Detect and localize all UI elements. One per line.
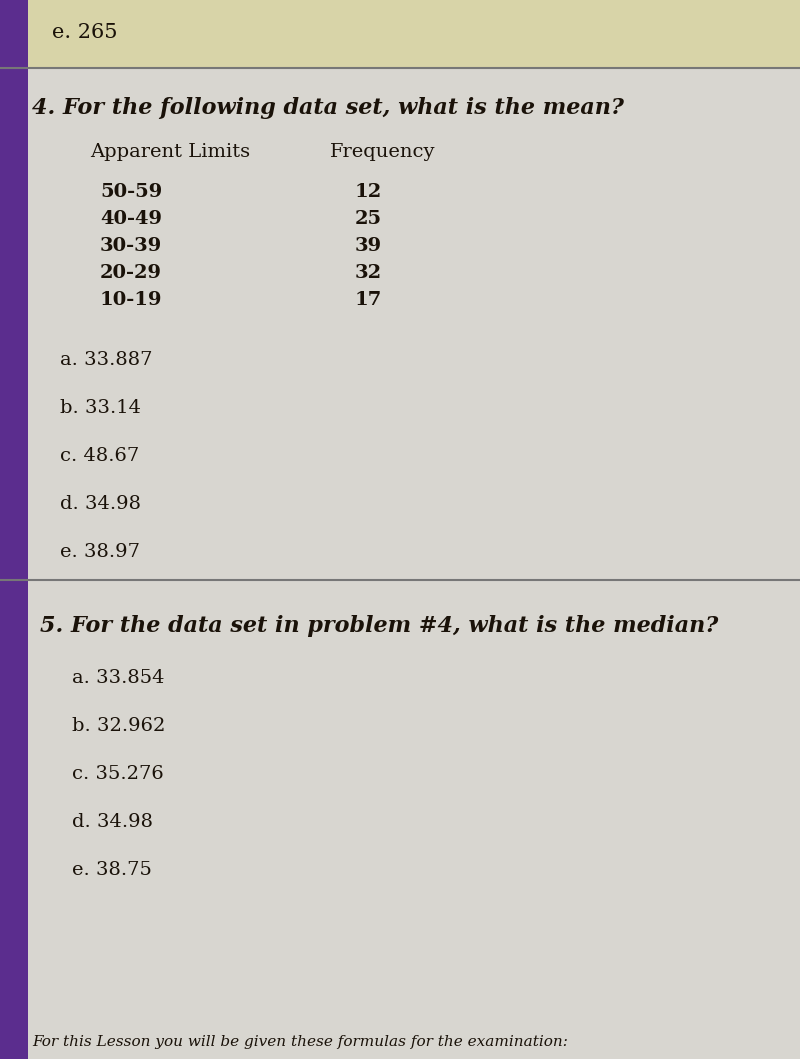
Text: d. 34.98: d. 34.98 [60,495,141,513]
Text: 4. For the following data set, what is the mean?: 4. For the following data set, what is t… [32,97,624,119]
Text: 5. For the data set in problem #4, what is the median?: 5. For the data set in problem #4, what … [40,615,718,638]
Text: 20-29: 20-29 [100,264,162,282]
Text: For this Lesson you will be given these formulas for the examination:: For this Lesson you will be given these … [32,1035,568,1049]
Bar [0,0,28,1059]
Text: a. 33.854: a. 33.854 [72,669,165,687]
Text: Frequency: Frequency [330,143,435,161]
Text: 10-19: 10-19 [100,291,162,309]
Text: e. 38.97: e. 38.97 [60,543,140,561]
Text: a. 33.887: a. 33.887 [60,351,153,369]
Text: 12: 12 [355,183,382,201]
Text: c. 48.67: c. 48.67 [60,447,139,465]
Text: 25: 25 [355,210,382,228]
Text: b. 33.14: b. 33.14 [60,399,141,417]
Text: 50-59: 50-59 [100,183,162,201]
Text: e. 265: e. 265 [52,22,118,41]
Bar [0,0,800,68]
Text: e. 38.75: e. 38.75 [72,861,152,879]
Text: 17: 17 [355,291,382,309]
Text: b. 32.962: b. 32.962 [72,717,166,735]
Text: 30-39: 30-39 [100,237,162,255]
Text: 40-49: 40-49 [100,210,162,228]
Text: 39: 39 [355,237,382,255]
Text: 32: 32 [355,264,382,282]
Text: d. 34.98: d. 34.98 [72,813,153,831]
Text: c. 35.276: c. 35.276 [72,765,164,783]
Text: Apparent Limits: Apparent Limits [90,143,250,161]
